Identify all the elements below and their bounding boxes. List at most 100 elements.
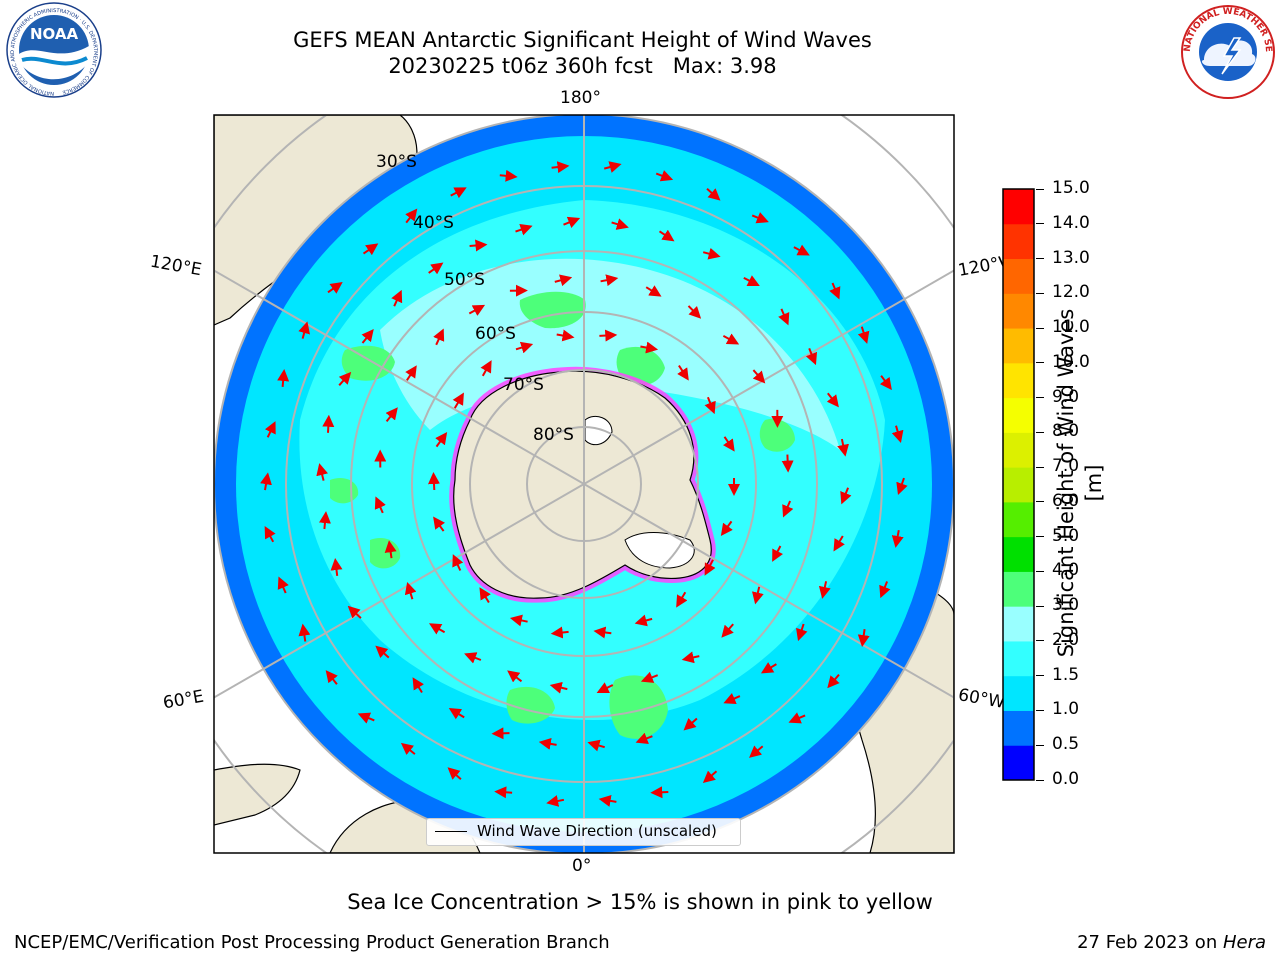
colorbar-band [1003,640,1034,677]
colorbar-tick-mark [1036,605,1044,607]
wind-wave-arrow [330,558,343,577]
wind-wave-arrow [587,739,605,752]
colorbar-band [1003,571,1034,607]
wind-wave-arrow [721,623,734,638]
colorbar-tick-label: 15.0 [1052,178,1090,198]
wind-wave-arrow [752,369,766,384]
colorbar-tick-mark [1036,327,1044,329]
wind-wave-arrow [749,745,764,758]
wind-wave-arrow [322,414,335,433]
wind-wave-arrow [298,321,310,339]
wind-wave-arrow [891,425,904,443]
wind-wave-arrow [362,243,379,256]
colorbar-tick-mark [1036,536,1044,538]
wind-wave-arrow [722,436,735,452]
wind-wave-arrow [450,187,467,199]
wind-wave-arrow [325,670,338,685]
wind-wave-arrow [452,554,464,571]
wind-wave-arrow [676,591,688,608]
wind-wave-arrow [546,795,565,807]
colorbar-tick-mark [1036,258,1044,260]
colorbar-tick-label: 13.0 [1052,247,1090,268]
wind-wave-arrow [298,623,311,642]
wind-wave-arrow [479,587,491,604]
wind-wave-arrow [743,275,760,287]
wind-wave-arrow [826,392,839,408]
colorbar-tick-mark [1036,744,1044,746]
colorbar-band [1003,710,1034,746]
wind-wave-arrow [428,262,444,275]
wind-wave-arrow [655,170,674,182]
wind-wave-arrow [448,707,465,720]
wind-wave-arrow [702,770,718,784]
wind-wave-arrow [405,365,417,381]
wind-wave-arrow [598,794,617,807]
wind-wave-arrow [788,712,806,724]
colorbar-tick-mark [1036,431,1044,433]
wind-wave-arrow [891,530,904,548]
colorbar-band [1003,432,1034,468]
wind-wave-arrow [464,652,482,664]
wind-wave-arrow [318,511,331,530]
wind-wave-arrow [404,581,417,600]
wind-wave-arrow [896,477,908,496]
wind-wave-arrow [435,432,448,448]
lon-label-180: 180° [560,88,601,108]
wind-wave-arrow [634,614,653,627]
wind-wave-arrow [405,208,418,224]
wind-wave-arrow [433,516,445,532]
wind-wave-arrow [452,392,464,409]
colorbar-tick-label: 4.0 [1052,560,1080,581]
colorbar-band [1003,675,1034,711]
wind-wave-arrow [752,586,764,605]
wind-wave-arrow [549,681,568,694]
wind-wave-arrow [879,375,892,391]
nws-logo: NATIONAL WEATHER SERVICE [1178,2,1275,99]
wind-wave-arrow [837,438,849,457]
colorbar-tick-label: 8.0 [1052,421,1080,442]
wind-wave-arrow [681,651,700,664]
wind-wave-arrow [640,671,659,683]
colorbar-tick-mark [1036,570,1044,572]
chart-title: GEFS MEAN Antarctic Significant Height o… [293,28,872,52]
wind-wave-arrow [611,218,629,230]
wind-wave-arrow [778,308,790,326]
wind-wave-arrow [720,520,733,536]
wind-wave-arrow [468,304,486,316]
wind-wave-arrow [499,169,518,182]
wind-wave-arrows [260,161,908,807]
wind-wave-arrow [412,677,424,694]
wind-wave-arrow [260,472,272,491]
colorbar-band [1003,328,1034,364]
wind-wave-arrow [469,239,488,252]
wind-wave-arrow [277,576,289,594]
wind-wave-arrow [829,282,841,300]
wind-wave-arrow [723,693,741,704]
colorbar-label: Significant Height of Wind Waves [m] [1054,308,1106,658]
wind-wave-arrow [347,605,362,619]
wind-wave-arrow [563,216,581,229]
colorbar-tick-label: 12.0 [1052,282,1090,303]
map-legend: Wind Wave Direction (unscaled) [426,818,741,846]
wind-wave-arrow [400,742,416,756]
chart-subtitle-run-info: 20230225 t06z 360h fcst Max: 3.98 [388,54,777,78]
wind-wave-arrow [538,737,557,750]
lat-label-70s: 70°S [503,375,544,395]
wind-wave-arrow [428,472,440,491]
wind-wave-arrow [509,614,528,627]
wind-wave-arrow [687,305,702,319]
wind-wave-arrow [879,581,891,599]
colorbar-tick-label: 7.0 [1052,456,1080,477]
noaa-logo: NOAA NATIONAL OCEANIC AND ATMOSPHERIC AD… [6,2,102,98]
footer-date-text: 27 Feb 2023 on [1077,932,1223,953]
wind-wave-arrow [635,732,653,744]
wind-wave-arrow [556,329,575,342]
wind-wave-arrow [551,161,570,174]
wind-wave-arrow [805,348,818,366]
wind-wave-arrow [374,496,386,514]
wind-wave-arrow [599,329,618,342]
wind-wave-arrow [704,396,716,415]
lat-label-30s: 30°S [376,152,417,172]
colorbar-band [1003,745,1034,781]
lat-label-40s: 40°S [413,213,454,233]
